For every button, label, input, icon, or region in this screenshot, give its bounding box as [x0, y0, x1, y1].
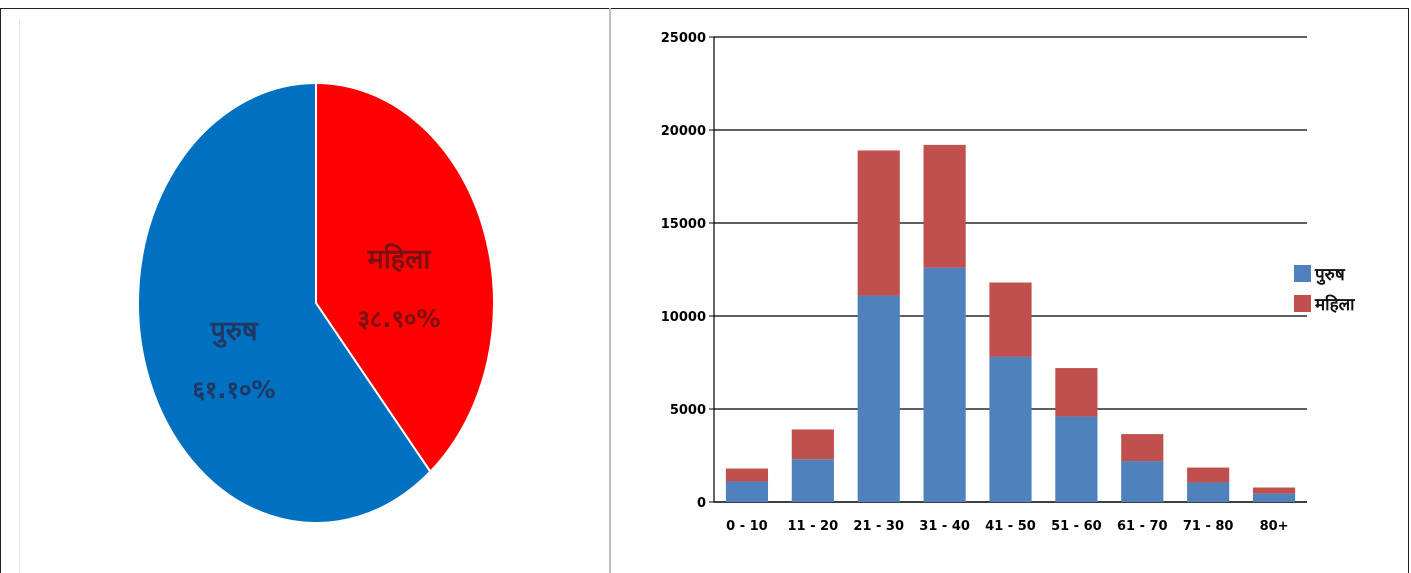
bar-segment-male [1055, 416, 1098, 502]
legend-item-male: पुरुष [1294, 258, 1355, 288]
panel-divider [609, 8, 611, 573]
bar-segment-male [857, 295, 900, 502]
x-tick-label: 31 - 40 [919, 519, 970, 534]
bar-chart-legend: पुरुष महिला [1294, 258, 1355, 318]
bar-segment-male [1252, 493, 1296, 502]
bar-segment-male [725, 481, 769, 502]
legend-label-male: पुरुष [1315, 264, 1345, 285]
bar-segment-male [923, 267, 966, 502]
x-tick-label: 61 - 70 [1117, 519, 1168, 534]
y-tick-label: 10000 [661, 310, 706, 325]
x-tick-label: 21 - 30 [853, 519, 904, 534]
bar-segment-female [1121, 434, 1164, 462]
y-tick-label: 15000 [661, 217, 706, 232]
legend-swatch-male [1294, 264, 1311, 282]
age-gender-bar-chart: 0 5000 10000 15000 20000 25000 0 - 10 11 - 20 2… [661, 31, 1307, 534]
pie-label-male-percent: ६१.१०% [192, 376, 275, 404]
bar-segment-female [1252, 487, 1296, 494]
gender-pie-chart: पुरुष ६१.१०% महिला ३८.९०% [137, 81, 495, 524]
bar-segment-male [1187, 482, 1230, 502]
legend-item-female: महिला [1294, 288, 1355, 318]
bar-segment-male [989, 356, 1032, 502]
bar-segment-female [725, 468, 769, 482]
x-tick-label: 0 - 10 [726, 519, 768, 534]
pie-slice-male [137, 81, 432, 524]
pie-label-female-percent: ३८.९०% [357, 305, 440, 333]
x-tick-label: 11 - 20 [788, 519, 839, 534]
y-tick-label: 0 [697, 496, 706, 511]
bar-segment-female [989, 282, 1032, 357]
y-tick-label: 25000 [661, 31, 706, 46]
bar-segment-male [791, 459, 834, 502]
x-tick-label: 80+ [1260, 519, 1289, 534]
bar-segment-male [1121, 461, 1164, 502]
pie-label-male-name: पुरुष [209, 316, 258, 348]
bar-segment-female [791, 429, 834, 460]
legend-label-female: महिला [1315, 294, 1355, 315]
figure-frame [0, 8, 1409, 573]
bar-segment-female [1187, 467, 1230, 483]
pie-slice-female [315, 81, 495, 474]
x-tick-label: 41 - 50 [985, 519, 1036, 534]
y-tick-label: 5000 [670, 403, 706, 418]
x-tick-label: 71 - 80 [1183, 519, 1234, 534]
bar-segment-female [857, 150, 900, 296]
bar-segment-female [1055, 368, 1098, 417]
bar-segment-female [923, 144, 966, 268]
x-tick-label: 51 - 60 [1051, 519, 1102, 534]
y-tick-label: 20000 [661, 124, 706, 139]
left-panel-edge [19, 20, 20, 573]
pie-label-female-name: महिला [367, 243, 432, 275]
legend-swatch-female [1294, 294, 1311, 312]
